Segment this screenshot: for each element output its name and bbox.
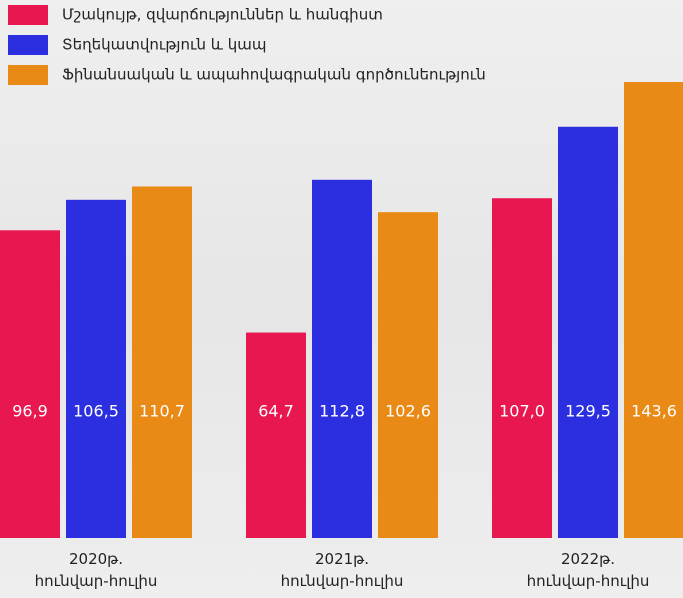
bar [378,212,438,538]
legend-swatch [8,65,48,85]
value-label: 64,7 [258,402,294,421]
value-label: 110,7 [139,402,185,421]
value-label: 143,6 [631,402,677,421]
bar [66,199,126,538]
x-tick-label: 2021թ. հունվար-հուլիս [280,550,404,590]
value-label: 96,9 [12,402,48,421]
value-label: 112,8 [319,402,365,421]
value-label: 129,5 [565,402,611,421]
bar [558,126,618,538]
legend-label: Ֆինանսական և ապահովագրական գործունեությո… [62,66,486,84]
bar [492,198,552,538]
value-label: 102,6 [385,402,431,421]
value-label: 107,0 [499,402,545,421]
legend-swatch [8,35,48,55]
x-tick-label: 2020թ. հունվար-հուլիս [34,550,158,590]
bar [624,82,683,538]
legend-label: Մշակույթ, զվարճություններ և հանգիստ [62,6,383,24]
x-tick-label: 2022թ. հունվար-հուլիս [526,550,650,590]
bar [246,332,306,538]
legend-label: Տեղեկատվություն և կապ [62,36,266,54]
bar [0,230,60,538]
value-label: 106,5 [73,402,119,421]
bar [312,179,372,539]
legend-swatch [8,5,48,25]
bar [132,186,192,538]
